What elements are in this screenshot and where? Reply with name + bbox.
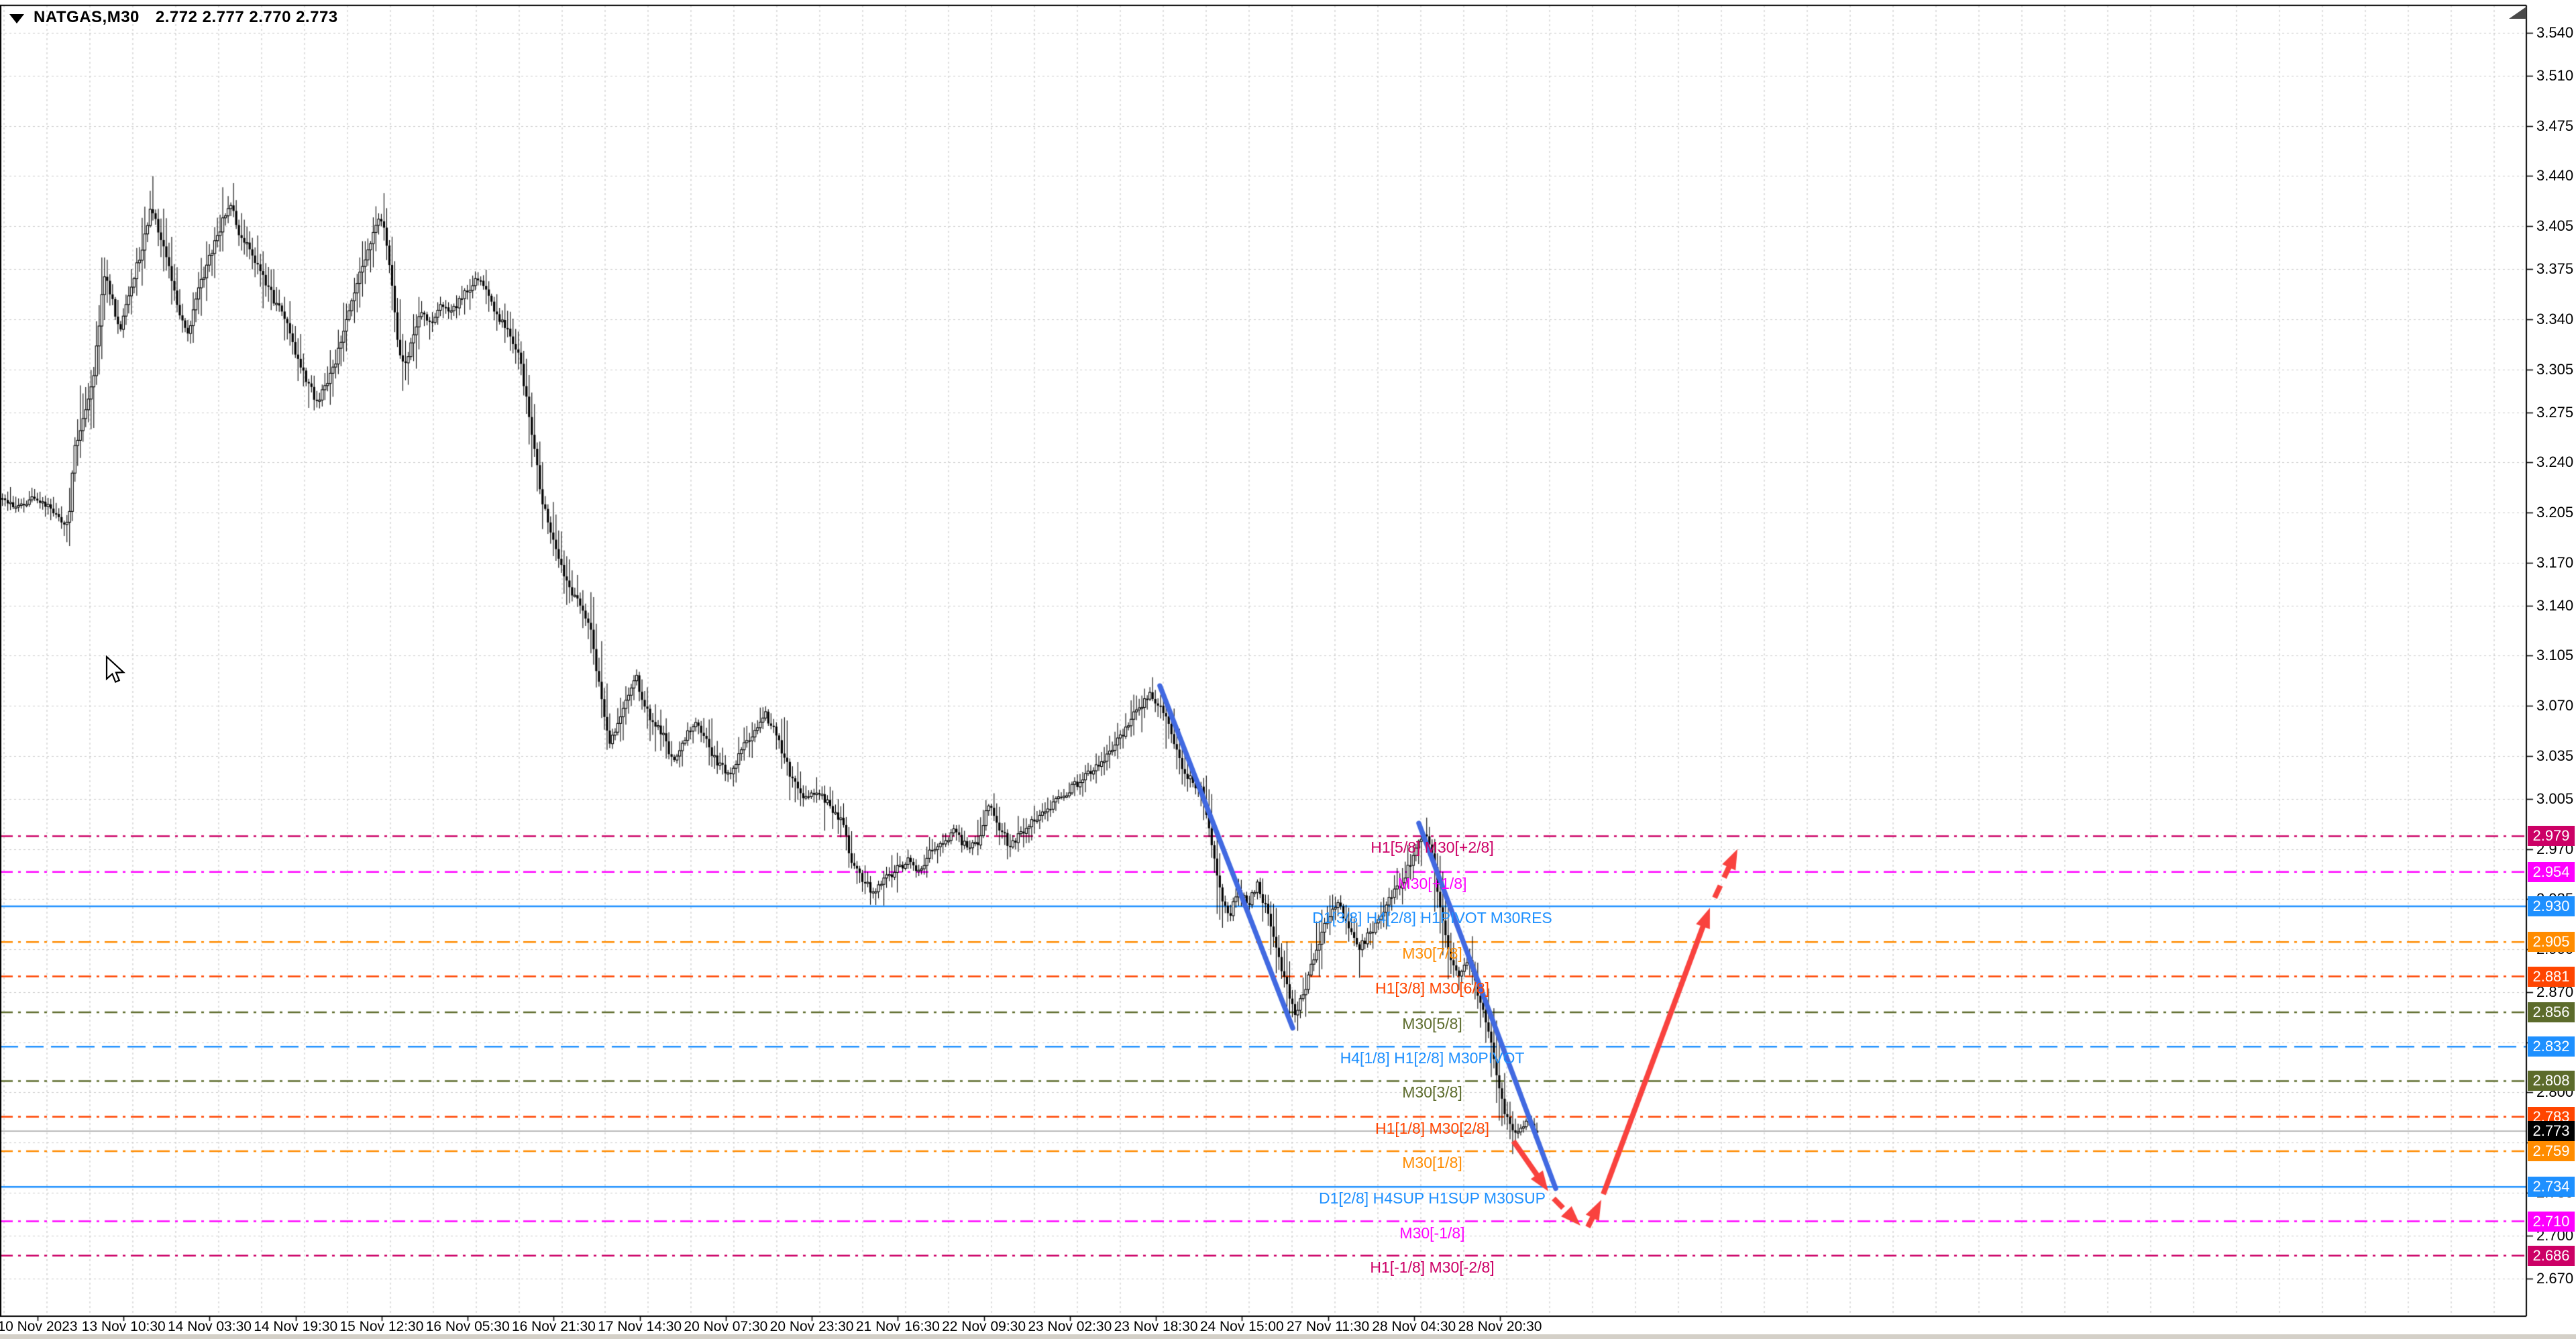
chart-title: NATGAS,M30 2.772 2.777 2.770 2.773 [9, 8, 338, 27]
level-label: M30[+1/8] [1397, 874, 1467, 892]
price-level-badge: 2.905 [2528, 932, 2575, 953]
level-label: M30[5/8] [1402, 1014, 1462, 1032]
mouse-cursor-icon [105, 655, 125, 684]
y-axis-label: 3.035 [2536, 747, 2574, 764]
y-axis-label: 3.305 [2536, 360, 2574, 378]
y-axis-label: 3.105 [2536, 647, 2574, 664]
level-label: H1[-1/8] M30[-2/8] [1370, 1258, 1495, 1276]
y-axis-label: 3.240 [2536, 453, 2574, 471]
y-axis-label: 2.670 [2536, 1269, 2574, 1287]
y-axis-label: 3.540 [2536, 23, 2574, 41]
x-axis-label: 21 Nov 16:30 [855, 1319, 940, 1334]
x-axis-label: 10 Nov 2023 [0, 1319, 78, 1334]
x-axis-label: 20 Nov 23:30 [769, 1319, 854, 1334]
x-axis-label: 28 Nov 04:30 [1372, 1319, 1456, 1334]
x-axis-label: 23 Nov 18:30 [1114, 1319, 1198, 1334]
symbol-title: NATGAS,M30 [34, 8, 140, 26]
x-axis-label: 16 Nov 05:30 [425, 1319, 510, 1334]
x-axis-label: 27 Nov 11:30 [1286, 1319, 1370, 1334]
price-level-badge: 2.808 [2528, 1071, 2575, 1091]
x-axis-label: 16 Nov 21:30 [511, 1319, 596, 1334]
x-axis-label: 28 Nov 20:30 [1458, 1319, 1542, 1334]
x-axis-label: 24 Nov 15:00 [1199, 1319, 1284, 1334]
price-level-badge: 2.979 [2528, 826, 2575, 847]
price-level-badge: 2.686 [2528, 1245, 2575, 1266]
current-price-badge: 2.773 [2528, 1121, 2575, 1142]
x-axis-label: 13 Nov 10:30 [81, 1319, 166, 1334]
price-level-badge: 2.881 [2528, 966, 2575, 987]
chart-shift-marker-icon[interactable] [2509, 7, 2526, 19]
level-label: H1[1/8] M30[2/8] [1375, 1119, 1490, 1137]
level-label: M30[-1/8] [1399, 1224, 1465, 1242]
y-axis-label: 3.475 [2536, 117, 2574, 134]
y-axis-label: 3.375 [2536, 260, 2574, 278]
x-axis-label: 23 Nov 02:30 [1028, 1319, 1112, 1334]
x-axis-label: 17 Nov 14:30 [598, 1319, 682, 1334]
level-label: M30[3/8] [1402, 1083, 1462, 1102]
x-axis-label: 22 Nov 09:30 [942, 1319, 1026, 1334]
y-axis-label: 3.205 [2536, 504, 2574, 521]
price-level-badge: 2.954 [2528, 861, 2575, 882]
price-level-badge: 2.856 [2528, 1002, 2575, 1022]
window-edge [0, 1334, 2576, 1339]
y-axis-label: 3.510 [2536, 67, 2574, 84]
level-label: D1[3/8] H4[2/8] H1PIVOT M30RES [1312, 909, 1552, 926]
level-label: H1[3/8] M30[6/8] [1375, 979, 1490, 997]
ohlc-quote: 2.772 2.777 2.770 2.773 [155, 8, 338, 26]
price-level-badge: 2.734 [2528, 1177, 2575, 1197]
y-axis-label: 3.275 [2536, 403, 2574, 421]
level-label: H1[5/8] M30[+2/8] [1371, 839, 1494, 857]
y-axis-label: 3.340 [2536, 310, 2574, 327]
x-axis-label: 15 Nov 12:30 [339, 1319, 424, 1334]
y-axis-label: 3.140 [2536, 596, 2574, 614]
x-axis-label: 20 Nov 07:30 [684, 1319, 768, 1334]
y-axis-label: 3.005 [2536, 790, 2574, 807]
symbol-dropdown-icon[interactable] [9, 14, 24, 23]
price-level-badge: 2.710 [2528, 1211, 2575, 1232]
y-axis-label: 3.170 [2536, 553, 2574, 571]
y-axis-label: 3.070 [2536, 697, 2574, 714]
level-label: M30[1/8] [1402, 1154, 1462, 1171]
level-label: H4[1/8] H1[2/8] M30PIVOT [1340, 1049, 1525, 1067]
price-level-badge: 2.759 [2528, 1141, 2575, 1161]
price-level-badge: 2.832 [2528, 1036, 2575, 1057]
price-level-badge: 2.930 [2528, 896, 2575, 916]
x-axis-label: 14 Nov 03:30 [168, 1319, 252, 1334]
level-label: D1[2/8] H4SUP H1SUP M30SUP [1319, 1189, 1546, 1208]
x-axis-label: 14 Nov 19:30 [254, 1319, 338, 1334]
level-label: M30[7/8] [1402, 945, 1462, 963]
y-axis-label: 3.440 [2536, 167, 2574, 184]
y-axis-label: 3.405 [2536, 217, 2574, 235]
